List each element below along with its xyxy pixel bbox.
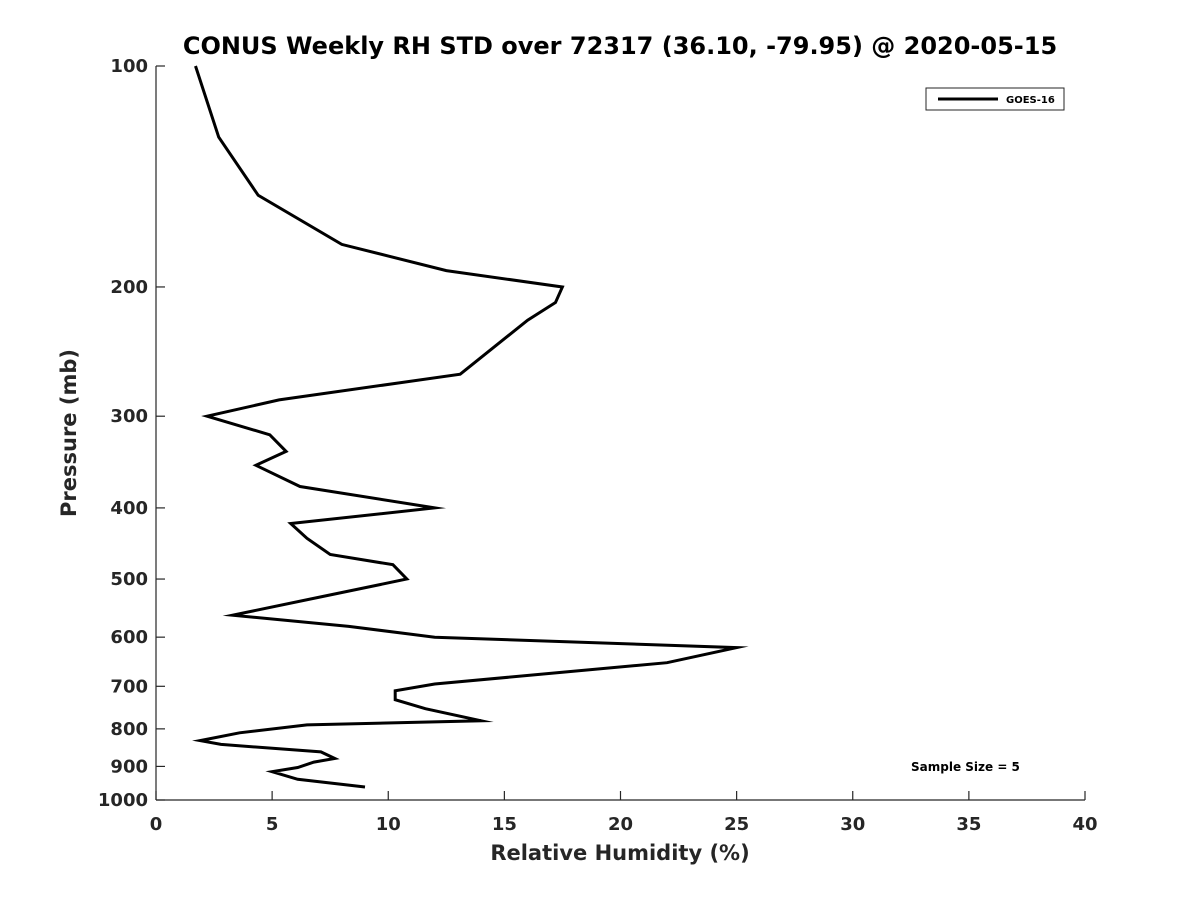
legend: GOES-16: [925, 87, 1065, 111]
sample-size-note: Sample Size = 5: [911, 760, 1020, 774]
y-tick-label: 400: [110, 498, 148, 519]
x-tick-label: 0: [150, 814, 163, 835]
y-tick-label: 100: [110, 56, 148, 77]
y-tick-label: 800: [110, 719, 148, 740]
y-tick-label: 200: [110, 277, 148, 298]
x-tick-label: 20: [608, 814, 633, 835]
x-tick-label: 35: [956, 814, 981, 835]
y-tick-label: 1000: [98, 790, 148, 811]
x-tick-label: 10: [376, 814, 401, 835]
chart-title: CONUS Weekly RH STD over 72317 (36.10, -…: [183, 32, 1057, 60]
y-axis-label: Pressure (mb): [57, 349, 81, 517]
series-line-goes-16: [192, 65, 749, 789]
x-tick-label: 15: [492, 814, 517, 835]
y-tick-label: 300: [110, 406, 148, 427]
y-tick-label: 500: [110, 569, 148, 590]
y-tick-label: 600: [110, 627, 148, 648]
x-axis-label: Relative Humidity (%): [490, 841, 749, 865]
series-layer: [192, 65, 749, 789]
legend-label-goes-16: GOES-16: [1006, 95, 1055, 106]
x-tick-label: 30: [840, 814, 865, 835]
x-tick-label: 25: [724, 814, 749, 835]
y-tick-label: 900: [110, 756, 148, 777]
x-tick-label: 40: [1072, 814, 1097, 835]
x-axis-ticks: 0 5 10 15 20 25 30 35 40: [150, 791, 1098, 835]
y-axis-ticks: 100 200 300 400 500 600 700 800 900 1000: [98, 56, 165, 811]
x-tick-label: 5: [266, 814, 279, 835]
y-tick-label: 700: [110, 676, 148, 697]
